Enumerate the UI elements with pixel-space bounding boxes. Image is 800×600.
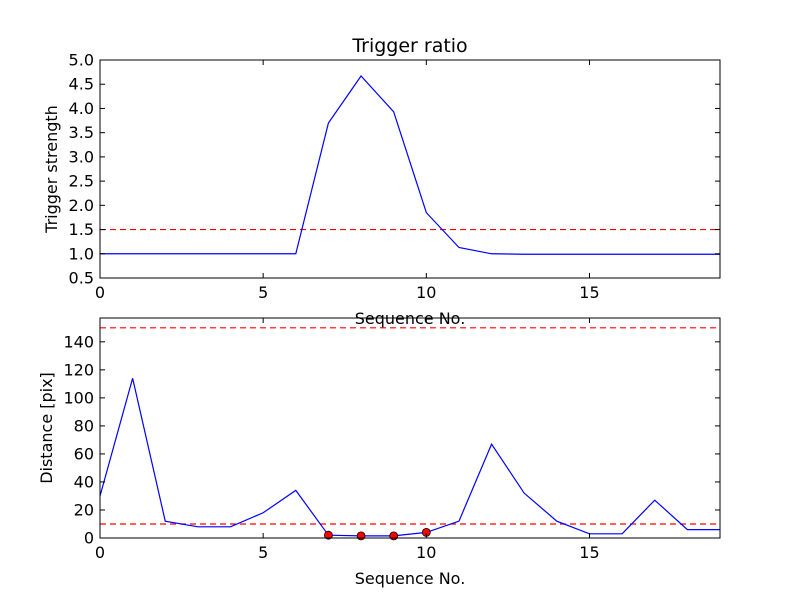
x-tick-label: 0: [95, 543, 105, 562]
y-axis-label: Distance [pix]: [37, 372, 56, 484]
y-tick-label: 0.5: [69, 269, 94, 288]
y-tick-label: 0: [84, 529, 94, 548]
y-tick-label: 60: [74, 444, 94, 463]
x-tick-label: 10: [416, 283, 436, 302]
top-chart-trigger-ratio: 0 5 10 15 0.5 1.0 1.5 2.0 2.5 3.0 3.5 4.0 4.5 5.0 Trig…: [42, 35, 721, 328]
bottom-chart-distance: 0 5 10 15 0 20 40 60 80 100 120 140 Sequence No. Dist…: [37, 317, 721, 588]
y-tick-label: 4.5: [69, 75, 94, 94]
chart-title: Trigger ratio: [351, 35, 467, 57]
x-tick-label: 5: [258, 283, 268, 302]
x-tick-label: 15: [579, 543, 599, 562]
y-tick-label: 100: [63, 388, 94, 407]
y-axis-label: Trigger strength: [42, 105, 61, 234]
axes-frame: [99, 59, 721, 279]
series-line-0: [100, 75, 720, 255]
y-tick-label: 3.5: [69, 123, 94, 142]
y-tick-label: 2.5: [69, 172, 94, 191]
y-tick-label: 40: [74, 472, 94, 491]
y-tick-label: 2.0: [69, 196, 94, 215]
y-tick-label: 80: [74, 416, 94, 435]
y-tick-label: 4.0: [69, 99, 94, 118]
y-tick-label: 20: [74, 500, 94, 519]
y-tick-label: 140: [63, 332, 94, 351]
y-tick-label: 1.0: [69, 244, 94, 263]
y-tick-label: 1.5: [69, 220, 94, 239]
x-tick-label: 5: [258, 543, 268, 562]
plot-area: [100, 327, 720, 537]
x-tick-label: 10: [416, 543, 436, 562]
x-tick-label: 0: [95, 283, 105, 302]
data-point-marker: [324, 530, 333, 540]
data-point-marker: [389, 531, 399, 541]
y-tick-label: 3.0: [69, 147, 94, 166]
axes-frame: [99, 317, 721, 539]
x-axis-label: Sequence No.: [355, 569, 466, 588]
y-tick-label: 5.0: [69, 51, 94, 70]
plot-area: [100, 75, 720, 255]
x-tick-label: 15: [579, 283, 599, 302]
series-line-0: [100, 378, 720, 537]
y-tick-label: 120: [63, 360, 94, 379]
data-point-marker: [356, 531, 366, 541]
